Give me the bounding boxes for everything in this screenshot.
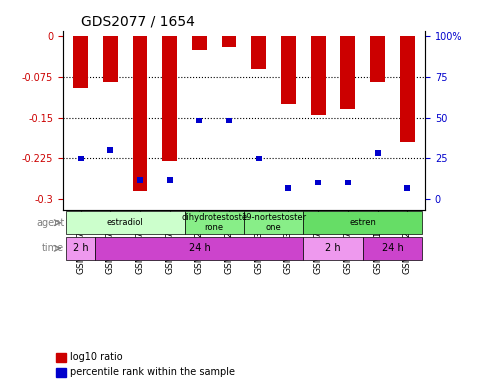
Text: log10 ratio: log10 ratio	[70, 352, 122, 362]
FancyBboxPatch shape	[96, 237, 303, 260]
Bar	[404, 185, 410, 191]
FancyBboxPatch shape	[66, 237, 96, 260]
FancyBboxPatch shape	[185, 211, 244, 234]
Bar	[251, 36, 266, 69]
Text: 24 h: 24 h	[382, 243, 403, 253]
Bar	[345, 180, 351, 185]
FancyBboxPatch shape	[66, 211, 185, 234]
Text: 24 h: 24 h	[188, 243, 210, 253]
Text: percentile rank within the sample: percentile rank within the sample	[70, 367, 235, 377]
FancyBboxPatch shape	[303, 211, 422, 234]
Bar	[374, 150, 381, 156]
Bar	[222, 36, 237, 47]
Bar	[56, 368, 66, 377]
Text: agent: agent	[36, 218, 64, 228]
Bar	[197, 118, 202, 123]
Bar	[103, 36, 118, 82]
Text: 2 h: 2 h	[73, 243, 88, 253]
Text: 19-nortestoster
one: 19-nortestoster one	[241, 213, 306, 232]
Text: time: time	[42, 243, 64, 253]
Bar	[226, 118, 232, 123]
FancyBboxPatch shape	[244, 211, 303, 234]
Bar	[132, 36, 147, 191]
Bar	[107, 147, 114, 153]
Text: 2 h: 2 h	[325, 243, 341, 253]
Bar	[256, 156, 262, 161]
Bar	[192, 36, 207, 50]
FancyBboxPatch shape	[363, 237, 422, 260]
Bar	[315, 180, 321, 185]
Text: dihydrotestoste
rone: dihydrotestoste rone	[181, 213, 247, 232]
Bar	[78, 156, 84, 161]
Text: GDS2077 / 1654: GDS2077 / 1654	[81, 14, 195, 28]
Text: estren: estren	[349, 218, 376, 227]
Bar	[167, 177, 172, 183]
Bar	[370, 36, 385, 82]
Bar	[162, 36, 177, 161]
FancyBboxPatch shape	[303, 237, 363, 260]
Bar	[56, 353, 66, 362]
Bar	[285, 185, 291, 191]
Bar	[341, 36, 355, 109]
Bar	[137, 177, 143, 183]
Bar	[281, 36, 296, 104]
Text: estradiol: estradiol	[107, 218, 143, 227]
Bar	[311, 36, 326, 115]
Bar	[73, 36, 88, 88]
Bar	[400, 36, 414, 142]
